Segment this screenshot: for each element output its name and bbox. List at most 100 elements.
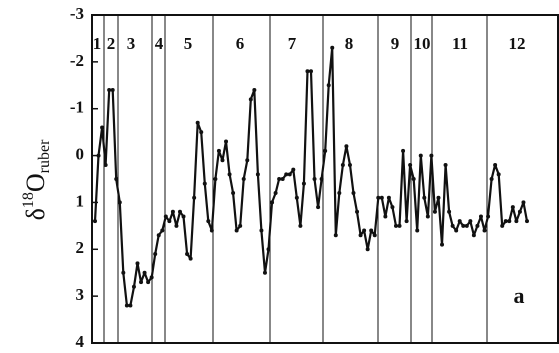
data-point xyxy=(503,219,508,224)
data-point xyxy=(181,214,186,219)
data-point xyxy=(160,228,165,233)
data-point xyxy=(252,87,257,92)
data-point xyxy=(206,219,211,224)
data-point xyxy=(436,195,441,200)
data-point xyxy=(213,177,218,181)
data-point xyxy=(245,158,250,163)
data-point xyxy=(478,214,483,219)
data-point xyxy=(383,214,388,219)
data-point xyxy=(493,162,498,167)
data-point xyxy=(418,153,423,158)
data-point xyxy=(301,181,306,186)
data-point xyxy=(475,223,480,228)
plot-frame xyxy=(91,14,559,344)
data-point xyxy=(369,228,374,233)
data-point xyxy=(255,172,260,177)
data-point xyxy=(241,177,246,181)
data-point xyxy=(330,45,335,50)
data-point xyxy=(195,120,200,125)
data-point xyxy=(209,228,214,233)
data-point xyxy=(326,83,331,88)
data-point xyxy=(103,162,108,167)
data-point xyxy=(319,177,324,181)
data-point xyxy=(390,205,395,210)
data-point xyxy=(231,191,236,196)
data-point xyxy=(309,69,313,74)
data-point xyxy=(202,181,207,186)
y-axis-label: δ18Oruber xyxy=(20,139,53,220)
data-point xyxy=(432,209,437,214)
data-point xyxy=(365,247,370,252)
data-point xyxy=(291,167,296,172)
data-point xyxy=(199,130,204,135)
data-point xyxy=(440,242,445,247)
data-point xyxy=(110,87,115,92)
data-point xyxy=(262,270,267,275)
data-point xyxy=(192,195,197,200)
data-point xyxy=(500,223,505,228)
data-point xyxy=(344,144,349,149)
data-point xyxy=(185,251,190,256)
data-point xyxy=(167,219,172,224)
data-point xyxy=(333,233,338,238)
data-point xyxy=(372,233,377,238)
data-point xyxy=(259,228,264,233)
data-point xyxy=(177,209,182,214)
data-point xyxy=(507,219,512,224)
data-point xyxy=(468,219,473,224)
data-point xyxy=(401,148,406,153)
data-point xyxy=(227,172,232,177)
data-point xyxy=(429,153,434,158)
data-point xyxy=(408,162,413,167)
data-point xyxy=(287,172,292,177)
data-point xyxy=(107,87,112,92)
data-point xyxy=(510,205,515,210)
data-point xyxy=(393,223,398,228)
data-point xyxy=(450,223,455,228)
y-tick-label: 1 xyxy=(76,191,85,210)
data-point xyxy=(284,172,289,177)
data-point xyxy=(471,233,476,238)
data-point xyxy=(386,195,391,200)
y-tick-label: 0 xyxy=(76,144,85,163)
data-point xyxy=(153,251,158,256)
data-point xyxy=(340,162,345,167)
data-point xyxy=(376,195,381,200)
data-point xyxy=(514,219,519,224)
data-point xyxy=(273,191,278,196)
data-point xyxy=(149,275,154,280)
data-point xyxy=(358,233,363,238)
data-point xyxy=(96,153,101,158)
data-point xyxy=(131,284,136,289)
data-point xyxy=(294,195,299,200)
zone-label: 4 xyxy=(155,34,164,53)
data-point xyxy=(316,205,321,210)
data-point xyxy=(142,270,147,275)
data-point xyxy=(238,223,243,228)
data-point xyxy=(415,228,420,233)
data-point xyxy=(425,214,430,219)
data-point xyxy=(464,223,469,228)
data-point xyxy=(337,191,342,196)
zone-label: 12 xyxy=(509,34,526,53)
zone-label: 11 xyxy=(452,34,468,53)
data-point xyxy=(135,261,140,266)
zone-label: 2 xyxy=(107,34,116,53)
data-point xyxy=(422,195,427,200)
panel-label: a xyxy=(514,283,525,308)
data-point xyxy=(93,219,97,224)
data-point xyxy=(404,219,409,224)
data-point xyxy=(461,223,466,228)
data-point xyxy=(121,270,126,275)
data-point xyxy=(100,125,105,130)
data-point xyxy=(280,177,285,181)
zone-label: 1 xyxy=(93,34,102,53)
data-point xyxy=(266,247,271,252)
y-tick-label: 2 xyxy=(76,238,85,257)
data-point xyxy=(224,139,229,144)
y-tick-label: -1 xyxy=(70,98,84,117)
data-point xyxy=(397,223,402,228)
data-point xyxy=(457,219,462,224)
data-point xyxy=(489,177,494,181)
